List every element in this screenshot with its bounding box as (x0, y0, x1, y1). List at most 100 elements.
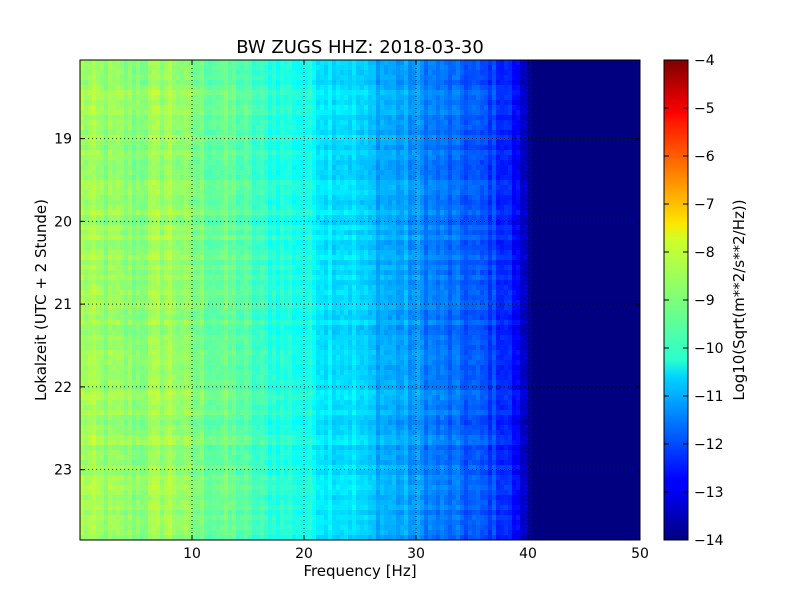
heatmap-cell (232, 195, 237, 201)
heatmap-cell (136, 85, 141, 91)
heatmap-cell (548, 65, 553, 71)
heatmap-cell (556, 170, 561, 176)
heatmap-cell (568, 135, 573, 141)
heatmap-cell (128, 215, 133, 221)
heatmap-cell (168, 130, 173, 136)
heatmap-cell (428, 170, 433, 176)
heatmap-cell (356, 185, 361, 191)
heatmap-cell (628, 140, 633, 146)
heatmap-cell (248, 195, 253, 201)
heatmap-cell (412, 145, 417, 151)
heatmap-cell (388, 155, 393, 161)
heatmap-cell (476, 95, 481, 101)
heatmap-cell (604, 110, 609, 116)
heatmap-cell (88, 150, 93, 156)
heatmap-cell (268, 80, 273, 86)
heatmap-cell (460, 205, 465, 211)
heatmap-cell (532, 140, 537, 146)
heatmap-cell (176, 75, 181, 81)
heatmap-cell (168, 90, 173, 96)
heatmap-cell (456, 90, 461, 96)
heatmap-cell (456, 230, 461, 236)
heatmap-cell (84, 205, 89, 211)
heatmap-cell (248, 95, 253, 101)
heatmap-cell (316, 125, 321, 131)
heatmap-cell (352, 185, 357, 191)
heatmap-cell (220, 205, 225, 211)
heatmap-cell (80, 125, 85, 131)
heatmap-cell (408, 160, 413, 166)
heatmap-cell (264, 90, 269, 96)
heatmap-cell (196, 160, 201, 166)
heatmap-cell (340, 185, 345, 191)
heatmap-cell (404, 155, 409, 161)
heatmap-cell (616, 230, 621, 236)
heatmap-cell (496, 100, 501, 106)
heatmap-cell (216, 125, 221, 131)
heatmap-cell (104, 235, 109, 241)
heatmap-cell (232, 165, 237, 171)
heatmap-cell (204, 105, 209, 111)
heatmap-cell (572, 160, 577, 166)
heatmap-cell (128, 100, 133, 106)
heatmap-cell (196, 175, 201, 181)
heatmap-cell (132, 60, 137, 66)
heatmap-cell (404, 135, 409, 141)
heatmap-cell (276, 75, 281, 81)
heatmap-cell (456, 130, 461, 136)
heatmap-cell (620, 210, 625, 216)
heatmap-cell (496, 200, 501, 206)
heatmap-cell (564, 90, 569, 96)
heatmap-cell (124, 165, 129, 171)
heatmap-cell (564, 225, 569, 231)
heatmap-cell (372, 60, 377, 66)
heatmap-cell (436, 150, 441, 156)
heatmap-cell (476, 115, 481, 121)
heatmap-cell (216, 150, 221, 156)
heatmap-cell (436, 230, 441, 236)
heatmap-cell (372, 150, 377, 156)
heatmap-cell (212, 100, 217, 106)
heatmap-cell (100, 105, 105, 111)
heatmap-cell (88, 210, 93, 216)
heatmap-cell (144, 145, 149, 151)
heatmap-cell (472, 195, 477, 201)
heatmap-cell (596, 110, 601, 116)
heatmap-cell (328, 95, 333, 101)
heatmap-cell (96, 235, 101, 241)
heatmap-cell (352, 150, 357, 156)
heatmap-cell (284, 120, 289, 126)
heatmap-cell (388, 230, 393, 236)
heatmap-cell (492, 120, 497, 126)
heatmap-cell (408, 110, 413, 116)
heatmap-cell (460, 180, 465, 186)
heatmap-cell (456, 120, 461, 126)
heatmap-cell (244, 205, 249, 211)
heatmap-cell (632, 155, 637, 161)
heatmap-cell (504, 205, 509, 211)
heatmap-cell (576, 195, 581, 201)
heatmap-cell (400, 185, 405, 191)
heatmap-cell (456, 200, 461, 206)
heatmap-cell (316, 65, 321, 71)
heatmap-cell (580, 135, 585, 141)
heatmap-cell (168, 95, 173, 101)
heatmap-cell (124, 130, 129, 136)
heatmap-cell (344, 60, 349, 66)
heatmap-cell (136, 210, 141, 216)
heatmap-cell (144, 155, 149, 161)
heatmap-cell (536, 210, 541, 216)
heatmap-cell (272, 130, 277, 136)
heatmap-cell (88, 200, 93, 206)
heatmap-cell (384, 225, 389, 231)
heatmap-cell (320, 190, 325, 196)
heatmap-cell (184, 60, 189, 66)
heatmap-cell (136, 145, 141, 151)
heatmap-cell (484, 205, 489, 211)
heatmap-cell (508, 215, 513, 221)
heatmap-cell (112, 170, 117, 176)
heatmap-cell (388, 210, 393, 216)
heatmap-cell (424, 175, 429, 181)
heatmap-cell (576, 155, 581, 161)
heatmap-cell (564, 220, 569, 226)
